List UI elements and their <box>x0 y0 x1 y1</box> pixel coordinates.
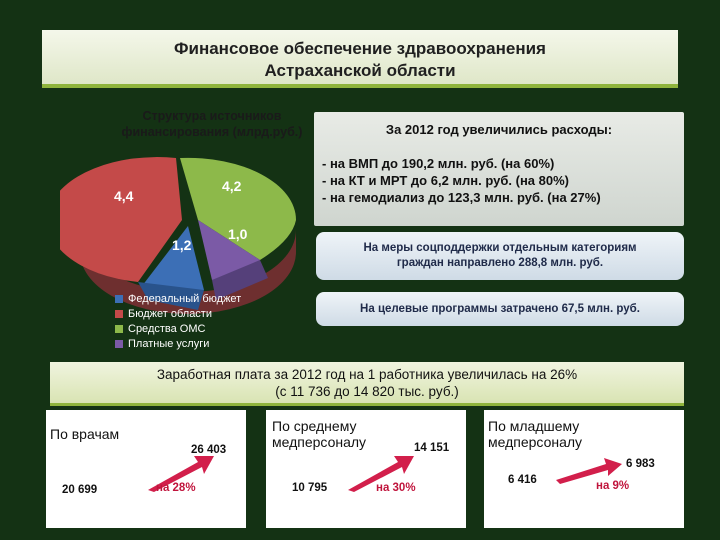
pie-slice-region <box>60 157 182 282</box>
social-line-1: На меры соцподдержки отдельным категория… <box>363 242 637 254</box>
legend-label: Средства ОМС <box>128 322 206 335</box>
legend-label: Федеральный бюджет <box>128 292 242 305</box>
title-line-1: Финансовое обеспечение здравоохранения <box>174 39 546 58</box>
panel-head: По врачам <box>50 426 120 442</box>
expenses-line: - на ВМП до 190,2 млн. руб. (на 60%) <box>322 156 555 171</box>
programs-box: На целевые программы затрачено 67,5 млн.… <box>316 292 684 326</box>
legend-swatch <box>115 309 123 318</box>
expenses-head: За 2012 год увеличились расходы: <box>385 122 613 137</box>
title-banner: Финансовое обеспечение здравоохранения А… <box>42 30 678 88</box>
panel-to: 26 403 <box>191 444 227 456</box>
social-line-2: граждан направлено 288,8 млн. руб. <box>396 257 604 269</box>
legend-swatch <box>115 294 123 303</box>
pie-slice-federal <box>142 226 204 292</box>
pie-title-line-2: финансирования (млрд.руб.) <box>121 125 303 139</box>
increase-arrow-icon <box>348 456 414 492</box>
panel-to: 6 983 <box>626 458 655 470</box>
title-line-2: Астраханской области <box>264 61 456 80</box>
legend-item: Платные услуги <box>115 336 241 351</box>
panel-pct: на 28% <box>156 482 196 494</box>
pie-title-line-1: Структура источников <box>142 109 282 123</box>
pie-chart: Структура источников финансирования (млр… <box>60 100 310 360</box>
salary-line-2: (с 11 736 до 14 820 тыс. руб.) <box>275 384 459 399</box>
panel-from: 20 699 <box>62 484 98 496</box>
social-support-box: На меры соцподдержки отдельным категория… <box>316 232 684 280</box>
panel-pct: на 30% <box>376 482 416 494</box>
panel-head-2: медперсоналу <box>488 434 583 450</box>
pie-svg <box>60 157 297 314</box>
salary-line-1: Заработная плата за 2012 год на 1 работн… <box>156 367 578 382</box>
panel-head-1: По среднему <box>272 418 357 434</box>
pie-depth <box>80 230 296 314</box>
pie-label-federal: 1,2 <box>172 237 192 253</box>
panel-junior-staff: По младшему медперсоналу 6 983 6 416 на … <box>484 410 684 528</box>
legend-item: Федеральный бюджет <box>115 291 241 306</box>
panel-from: 10 795 <box>292 482 328 494</box>
panel-head-2: медперсоналу <box>272 434 367 450</box>
legend-swatch <box>115 339 123 348</box>
pie-slice-paid-depth <box>212 260 268 300</box>
salary-banner: Заработная плата за 2012 год на 1 работн… <box>50 362 684 406</box>
legend-item: Бюджет области <box>115 306 241 321</box>
panel-pct: на 9% <box>596 480 630 492</box>
legend-label: Бюджет области <box>128 307 212 320</box>
pie-slice-federal-depth <box>138 282 204 310</box>
increase-arrow-icon <box>556 458 622 484</box>
panel-head-1: По младшему <box>488 418 580 434</box>
panel-from: 6 416 <box>508 474 537 486</box>
pie-label-region: 4,4 <box>114 188 134 204</box>
increase-arrow-icon <box>148 456 214 492</box>
expenses-box: За 2012 год увеличились расходы: - на ВМ… <box>314 112 684 226</box>
pie-legend: Федеральный бюджет Бюджет области Средст… <box>115 291 241 351</box>
pie-label-omc: 4,2 <box>222 178 242 194</box>
pie-label-paid: 1,0 <box>228 226 248 242</box>
panel-mid-staff: По среднему медперсоналу 14 151 10 795 н… <box>266 410 466 528</box>
pie-title: Структура источников финансирования (млр… <box>112 108 312 140</box>
panel-doctors: По врачам 26 403 20 699 на 28% <box>46 410 246 528</box>
legend-item: Средства ОМС <box>115 321 241 336</box>
expenses-line: - на КТ и МРТ до 6,2 млн. руб. (на 80%) <box>322 173 569 188</box>
pie-slice-omc <box>180 157 297 260</box>
legend-swatch <box>115 324 123 333</box>
legend-label: Платные услуги <box>128 337 210 350</box>
expenses-line: - на гемодиализ до 123,3 млн. руб. (на 2… <box>322 190 601 205</box>
programs-text: На целевые программы затрачено 67,5 млн.… <box>360 303 640 315</box>
panel-to: 14 151 <box>414 442 450 454</box>
pie-slice-paid <box>198 220 260 280</box>
